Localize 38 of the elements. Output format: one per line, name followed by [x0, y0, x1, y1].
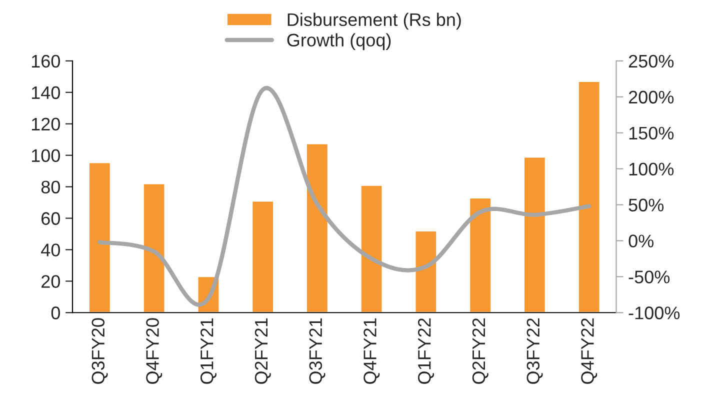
x-tick-label: Q3FY21 [309, 318, 326, 384]
bar [414, 230, 438, 313]
legend-label: Growth (qoq) [287, 33, 391, 50]
y2-tick-label: 0% [628, 234, 654, 248]
y2-tick-label: -100% [628, 306, 680, 320]
y-tick-label: 140 [32, 86, 60, 100]
x-tick-label: Q3FY22 [526, 318, 543, 384]
x-tick-label: Q3FY20 [92, 318, 108, 384]
bar [577, 80, 601, 313]
y-tick-label: 0 [51, 306, 60, 320]
bar [88, 162, 112, 313]
y2-tick-label: -50% [628, 270, 670, 284]
bar [523, 156, 546, 313]
x-tick-label: Q4FY20 [146, 318, 162, 384]
x-tick-label: Q2FY22 [472, 318, 488, 384]
x-tick-label: Q4FY22 [581, 318, 598, 384]
y-tick-label: 100 [32, 149, 60, 162]
bar [468, 197, 492, 313]
bar [360, 184, 384, 313]
y-tick-label: 120 [32, 118, 60, 131]
y2-tick-label: 200% [628, 90, 674, 104]
y-tick-label: 80 [41, 180, 60, 194]
x-tick-label: Q1FY21 [200, 318, 217, 384]
y2-tick-label: 250% [628, 54, 674, 68]
bar [306, 142, 329, 313]
y2-tick-label: 150% [629, 126, 674, 140]
y-tick-label: 40 [41, 244, 60, 256]
y-tick-label: 160 [32, 54, 60, 68]
legend-label: Disbursement (Rs bn) [288, 12, 461, 30]
bar [142, 182, 166, 313]
y-tick-label: 20 [42, 275, 60, 288]
y2-tick-label: 50% [628, 198, 664, 212]
bar [251, 200, 274, 313]
x-tick-label: Q2FY21 [254, 318, 271, 384]
x-tick-label: Q4FY21 [364, 318, 380, 384]
x-tick-label: Q1FY22 [418, 318, 434, 384]
y-tick-label: 60 [42, 212, 60, 225]
y2-tick-label: 100% [629, 162, 674, 176]
